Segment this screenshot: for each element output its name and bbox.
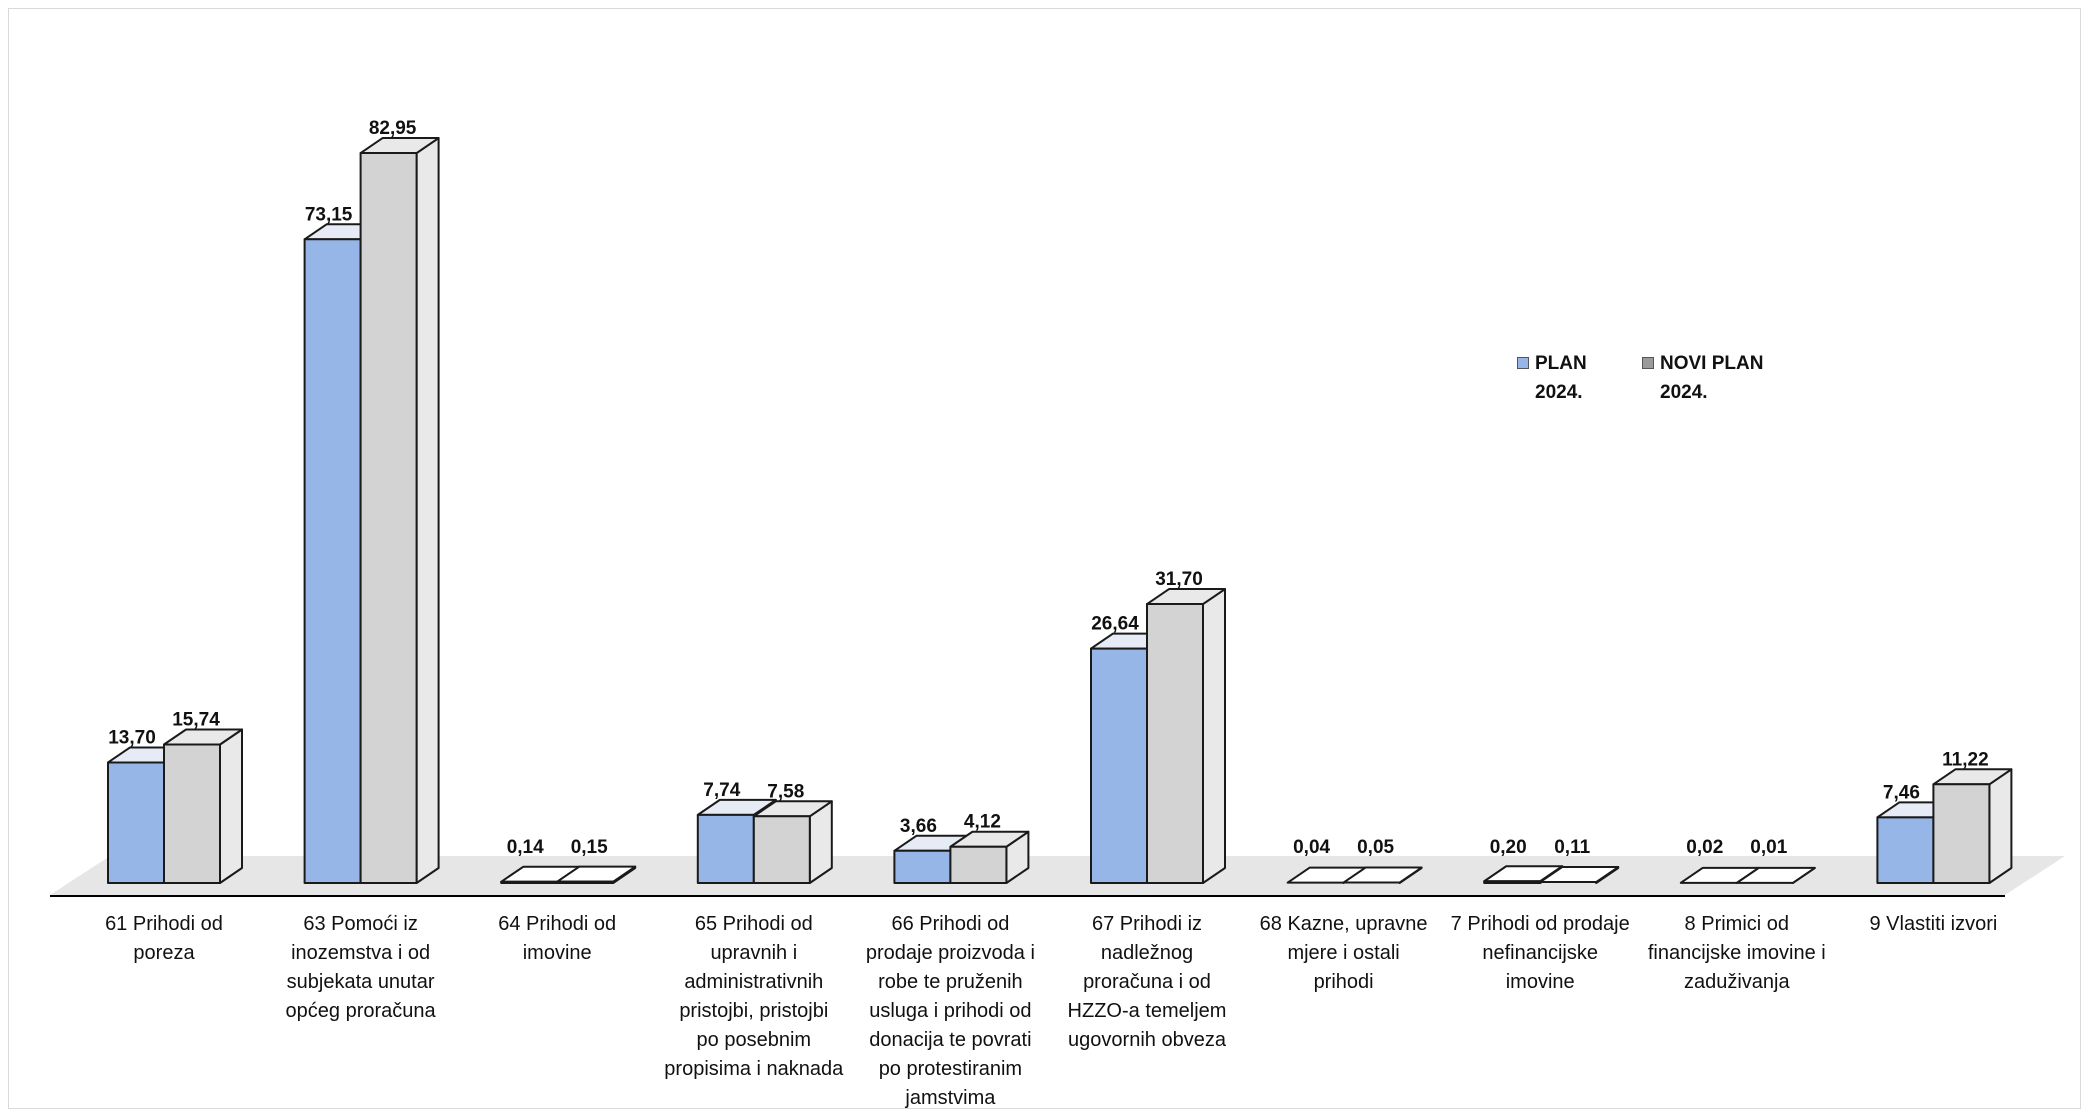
bar-side-face [219, 728, 243, 884]
chart-frame [8, 8, 2081, 1109]
value-label-plan-8: 0,02 [1686, 837, 1723, 858]
bar-front-face [1146, 603, 1204, 884]
value-label-plan-9: 7,46 [1883, 782, 1920, 803]
legend-label-novi-plan: NOVI PLAN 2024. [1660, 353, 1764, 403]
category-label-2: 64 Prihodi od imovine [498, 913, 617, 964]
bar-top-face [1342, 866, 1423, 884]
category-label-0: 61 Prihodi od poreza [105, 913, 223, 964]
legend-label-plan: PLAN 2024. [1535, 353, 1587, 403]
bar-front-face [303, 238, 362, 884]
bar-front-face [752, 815, 811, 884]
bars-group [107, 137, 2013, 884]
bar-top-face [1735, 866, 1816, 884]
bar-novi-plan-7 [1539, 866, 1620, 884]
bar-side-face [1202, 588, 1226, 884]
category-label-5: 67 Prihodi iz nadležnog proračuna i od H… [1067, 913, 1227, 1051]
value-label-plan-0: 13,70 [108, 727, 156, 748]
bar-front-face [696, 813, 755, 884]
category-label-7: 7 Prihodi od prodaje nefinancijske imovi… [1450, 913, 1630, 993]
bar-novi-plan-2 [556, 865, 637, 884]
bar-novi-plan-4 [949, 830, 1030, 884]
bar-front-face [949, 845, 1008, 884]
legend-item-novi-plan: NOVI PLAN 2024. [1642, 349, 1763, 407]
bar-front-face [1090, 647, 1148, 884]
bar-front-face [1932, 783, 1991, 884]
value-label-plan-5: 26,64 [1091, 614, 1139, 635]
value-label-plan-4: 3,66 [900, 816, 937, 837]
category-label-8: 8 Primici od financijske imovine i zaduž… [1647, 913, 1826, 993]
value-label-novi-plan-3: 7,58 [767, 781, 804, 802]
legend-swatch-plan [1517, 357, 1529, 369]
value-label-plan-7: 0,20 [1490, 837, 1527, 858]
value-label-novi-plan-2: 0,15 [571, 837, 608, 858]
legend-item-plan: PLAN 2024. [1517, 349, 1587, 407]
legend-swatch-novi-plan [1642, 357, 1654, 369]
bar-front-face [107, 761, 165, 884]
value-label-novi-plan-9: 11,22 [1942, 749, 1989, 770]
category-label-9: 9 Vlastiti izvori [1869, 913, 1998, 935]
value-label-novi-plan-1: 82,95 [369, 118, 417, 139]
category-label-3: 65 Prihodi od upravnih i administrativni… [664, 913, 844, 1080]
bar-novi-plan-6 [1342, 866, 1423, 884]
bar-novi-plan-9 [1932, 768, 2013, 884]
value-label-novi-plan-6: 0,05 [1357, 837, 1394, 858]
bar-novi-plan-1 [359, 137, 440, 884]
bar-novi-plan-5 [1146, 588, 1226, 884]
value-label-novi-plan-0: 15,74 [172, 709, 220, 730]
bar-top-face [1539, 866, 1620, 884]
bar-front-face [893, 849, 952, 884]
bar-front-face [1483, 880, 1542, 884]
bar-front-face [556, 880, 615, 884]
bar-front-face [1876, 816, 1935, 884]
bar-side-face [415, 137, 440, 884]
value-label-novi-plan-7: 0,11 [1554, 837, 1590, 858]
bar-side-face [1988, 768, 2013, 884]
bar-novi-plan-3 [752, 800, 833, 884]
bar-novi-plan-8 [1735, 866, 1816, 884]
value-label-novi-plan-4: 4,12 [964, 812, 1001, 833]
bar-front-face [163, 743, 221, 884]
value-label-plan-6: 0,04 [1293, 837, 1330, 858]
value-label-plan-3: 7,74 [703, 780, 740, 801]
category-label-1: 63 Pomoći iz inozemstva i od subjekata u… [285, 913, 436, 1022]
value-label-novi-plan-5: 31,70 [1155, 569, 1203, 590]
bar-front-face [500, 880, 559, 884]
category-label-6: 68 Kazne, upravne mjere i ostali prihodi [1259, 913, 1428, 993]
value-label-novi-plan-8: 0,01 [1750, 837, 1787, 858]
bar-front-face [359, 152, 418, 884]
bar-novi-plan-0 [163, 728, 243, 884]
category-label-4: 66 Prihodi od prodaje proizvoda i robe t… [865, 913, 1035, 1109]
value-label-plan-1: 73,15 [305, 204, 353, 225]
value-label-plan-2: 0,14 [507, 837, 544, 858]
value-labels-group: 13,70 15,74 73,15 82,95 0,14 0,15 7,74 7,58 3,66… [108, 118, 1988, 858]
